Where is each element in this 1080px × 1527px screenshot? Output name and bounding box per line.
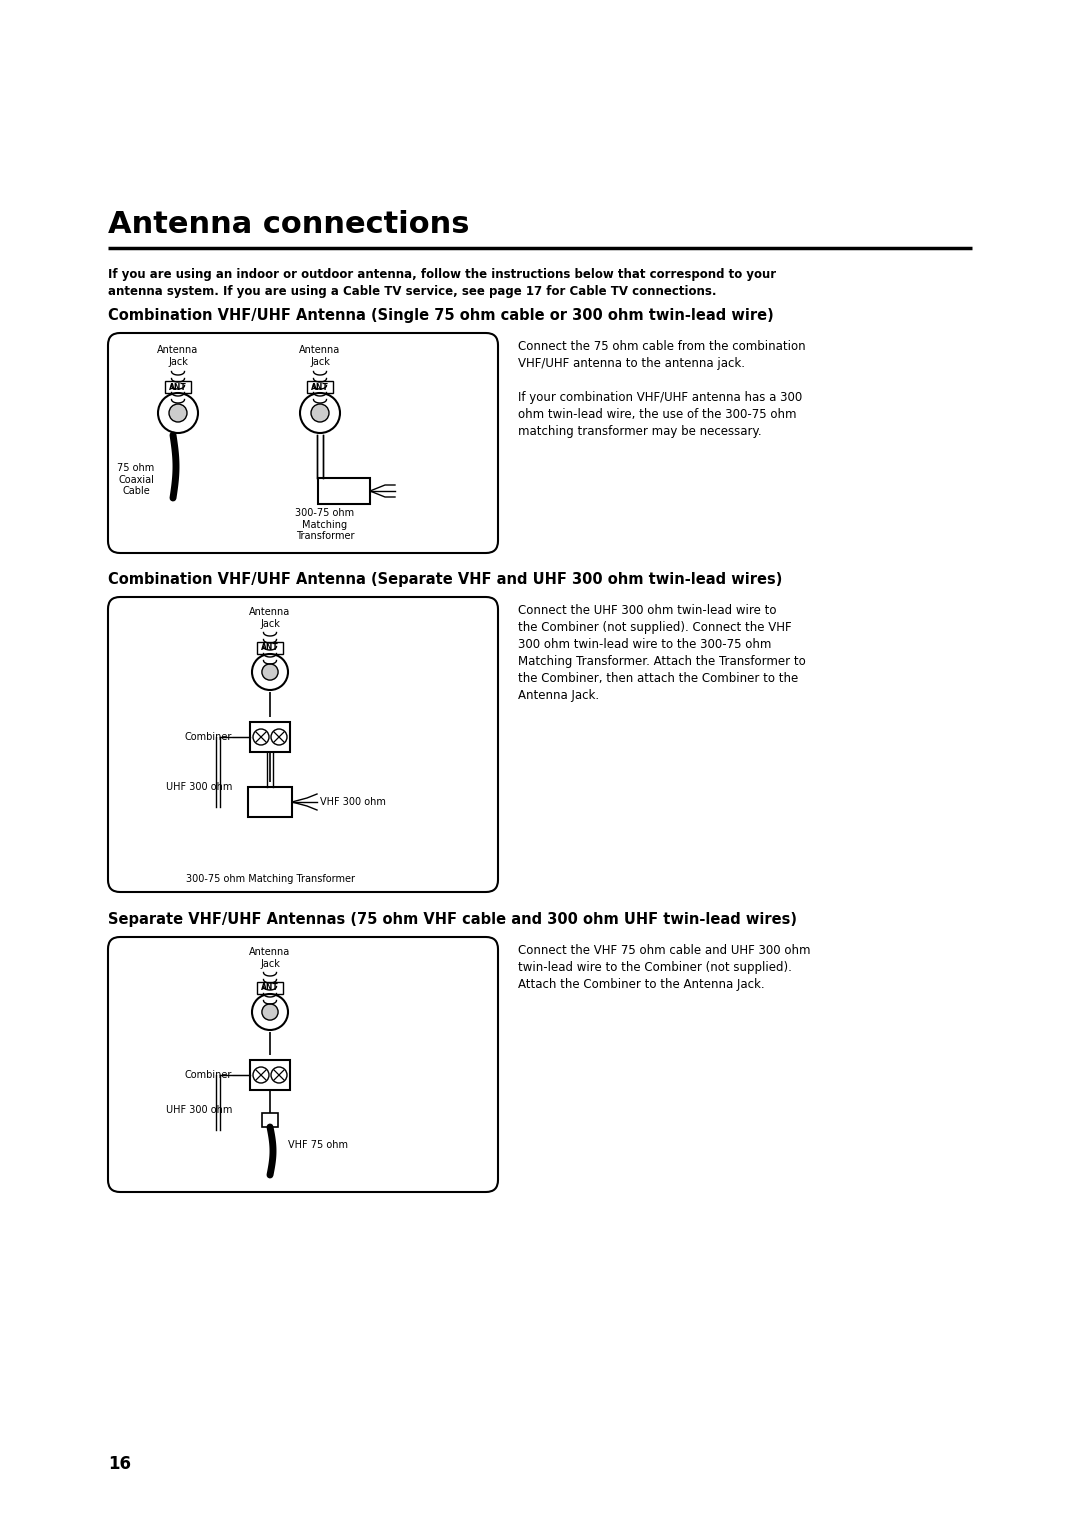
Text: Combiner: Combiner bbox=[185, 1070, 232, 1080]
Bar bbox=[165, 382, 191, 392]
Text: Connect the 75 ohm cable from the combination
VHF/UHF antenna to the antenna jac: Connect the 75 ohm cable from the combin… bbox=[518, 341, 806, 438]
Circle shape bbox=[168, 405, 187, 421]
Text: UHF 300 ohm: UHF 300 ohm bbox=[165, 782, 232, 793]
Text: Separate VHF/UHF Antennas (75 ohm VHF cable and 300 ohm UHF twin-lead wires): Separate VHF/UHF Antennas (75 ohm VHF ca… bbox=[108, 912, 797, 927]
Text: Antenna
Jack: Antenna Jack bbox=[299, 345, 340, 366]
Circle shape bbox=[300, 392, 340, 434]
Text: 75 ohm
Coaxial
Cable: 75 ohm Coaxial Cable bbox=[118, 463, 154, 496]
Text: Combination VHF/UHF Antenna (Separate VHF and UHF 300 ohm twin-lead wires): Combination VHF/UHF Antenna (Separate VH… bbox=[108, 573, 782, 586]
Text: UHF 300 ohm: UHF 300 ohm bbox=[165, 1106, 232, 1115]
Text: Antenna
Jack: Antenna Jack bbox=[158, 345, 199, 366]
Text: VHF 300 ohm: VHF 300 ohm bbox=[320, 797, 386, 806]
Bar bbox=[248, 786, 292, 817]
Text: 300-75 ohm Matching Transformer: 300-75 ohm Matching Transformer bbox=[186, 873, 354, 884]
Bar bbox=[262, 1113, 278, 1127]
Circle shape bbox=[261, 1003, 279, 1020]
Text: Antenna
Jack: Antenna Jack bbox=[249, 947, 291, 968]
Circle shape bbox=[311, 405, 329, 421]
Bar bbox=[249, 1060, 291, 1090]
Bar bbox=[249, 722, 291, 751]
Bar bbox=[307, 382, 333, 392]
Text: Connect the VHF 75 ohm cable and UHF 300 ohm
twin-lead wire to the Combiner (not: Connect the VHF 75 ohm cable and UHF 300… bbox=[518, 944, 810, 991]
Text: Combination VHF/UHF Antenna (Single 75 ohm cable or 300 ohm twin-lead wire): Combination VHF/UHF Antenna (Single 75 o… bbox=[108, 308, 773, 324]
Text: ANT: ANT bbox=[311, 382, 329, 391]
Circle shape bbox=[252, 654, 288, 690]
Text: Connect the UHF 300 ohm twin-lead wire to
the Combiner (not supplied). Connect t: Connect the UHF 300 ohm twin-lead wire t… bbox=[518, 605, 806, 702]
Circle shape bbox=[252, 994, 288, 1031]
Text: Antenna
Jack: Antenna Jack bbox=[249, 608, 291, 629]
FancyBboxPatch shape bbox=[108, 597, 498, 892]
FancyBboxPatch shape bbox=[108, 333, 498, 553]
Text: ANT: ANT bbox=[261, 643, 279, 652]
Text: 16: 16 bbox=[108, 1455, 131, 1474]
Bar bbox=[257, 641, 283, 654]
Text: If you are using an indoor or outdoor antenna, follow the instructions below tha: If you are using an indoor or outdoor an… bbox=[108, 269, 777, 298]
Bar bbox=[257, 982, 283, 994]
FancyBboxPatch shape bbox=[108, 938, 498, 1193]
Circle shape bbox=[271, 728, 287, 745]
Bar bbox=[318, 478, 370, 504]
Text: ANT: ANT bbox=[261, 983, 279, 993]
Text: Combiner: Combiner bbox=[185, 731, 232, 742]
Circle shape bbox=[158, 392, 198, 434]
Circle shape bbox=[271, 1067, 287, 1083]
Text: 300-75 ohm
Matching
Transformer: 300-75 ohm Matching Transformer bbox=[296, 508, 354, 541]
Text: Antenna connections: Antenna connections bbox=[108, 211, 470, 240]
Circle shape bbox=[261, 664, 279, 680]
Circle shape bbox=[253, 1067, 269, 1083]
Text: ANT: ANT bbox=[170, 382, 187, 391]
Text: VHF 75 ohm: VHF 75 ohm bbox=[288, 1141, 348, 1150]
Circle shape bbox=[253, 728, 269, 745]
